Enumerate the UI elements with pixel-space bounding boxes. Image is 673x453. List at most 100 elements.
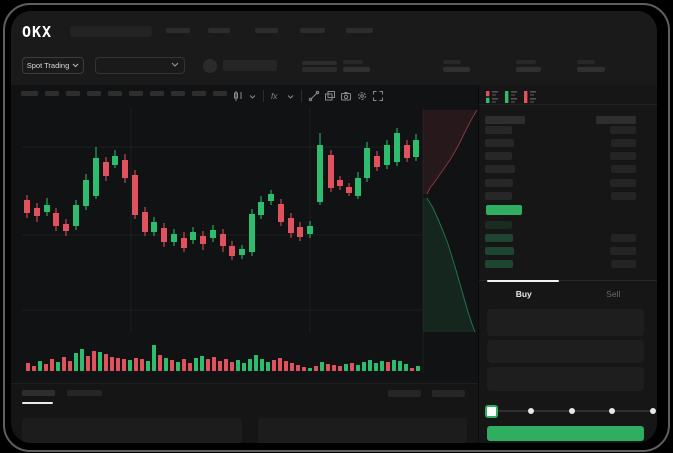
ask-amount-placeholder — [611, 192, 636, 200]
slider-dot[interactable] — [609, 408, 615, 414]
tab-sell[interactable]: Sell — [606, 288, 621, 299]
camera-icon[interactable] — [340, 90, 352, 102]
chevron-down-icon — [72, 63, 79, 68]
ask-amount-placeholder — [611, 165, 636, 173]
ask-amount-placeholder — [610, 179, 636, 187]
nav-item-placeholder[interactable] — [300, 28, 325, 33]
trendline-icon[interactable] — [308, 90, 320, 102]
chart-tool-icons: fx — [232, 88, 384, 104]
order-book-panel: Buy Sell — [478, 85, 657, 443]
ask-row[interactable] — [479, 139, 657, 147]
interval-button[interactable] — [171, 91, 185, 96]
ask-amount-placeholder — [610, 152, 636, 160]
bid-row[interactable] — [479, 260, 657, 268]
ask-price-placeholder — [485, 165, 515, 173]
ask-amount-placeholder — [611, 139, 636, 147]
main-nav — [166, 28, 373, 34]
order-input-placeholder[interactable] — [487, 309, 644, 336]
order-input-placeholder[interactable] — [487, 367, 644, 391]
amount-slider[interactable] — [479, 400, 657, 422]
slider-dot[interactable] — [569, 408, 575, 414]
interval-button[interactable] — [45, 91, 59, 96]
chevron-down-icon[interactable] — [248, 92, 257, 101]
ask-price-placeholder — [485, 126, 512, 134]
market-type-label: Spot Trading — [26, 61, 70, 70]
ask-row[interactable] — [479, 165, 657, 173]
interval-button[interactable] — [150, 91, 164, 96]
nav-item-placeholder[interactable] — [166, 28, 190, 33]
interval-button[interactable] — [129, 91, 143, 96]
interval-button[interactable] — [213, 91, 227, 96]
ask-row[interactable] — [479, 126, 657, 134]
stat-label-placeholder — [443, 60, 461, 64]
ask-price-placeholder — [485, 152, 512, 160]
market-type-dropdown[interactable]: Spot Trading — [22, 57, 84, 74]
order-book-all-view-icon[interactable] — [485, 89, 499, 110]
ask-row[interactable] — [479, 179, 657, 187]
nav-item-placeholder[interactable] — [208, 28, 230, 33]
chevron-down-icon[interactable] — [286, 92, 295, 101]
bid-row[interactable] — [479, 247, 657, 255]
orders-action-placeholder[interactable] — [432, 390, 465, 397]
bid-row[interactable] — [479, 234, 657, 242]
price-header-placeholder — [485, 116, 525, 124]
bid-row[interactable] — [479, 221, 657, 229]
nav-item-placeholder[interactable] — [346, 28, 373, 33]
ask-price-placeholder — [485, 192, 512, 200]
orders-tab-placeholder[interactable] — [22, 390, 55, 396]
svg-text:fx: fx — [271, 92, 278, 101]
orders-list-placeholder — [258, 418, 467, 443]
order-input-placeholder[interactable] — [487, 340, 644, 363]
slider-handle[interactable] — [484, 405, 498, 418]
interval-button[interactable] — [192, 91, 206, 96]
interval-button[interactable] — [108, 91, 122, 96]
order-book-header — [479, 116, 657, 124]
slider-dot[interactable] — [528, 408, 534, 414]
ask-price-placeholder — [485, 179, 513, 187]
candle-type-icon[interactable] — [232, 90, 244, 102]
last-price-bar[interactable] — [486, 205, 522, 215]
slider-dot[interactable] — [650, 408, 656, 414]
order-book-sell-view-icon[interactable] — [523, 89, 537, 110]
stat-value-placeholder — [516, 67, 541, 72]
stat-label-placeholder — [516, 60, 536, 64]
pair-search-placeholder[interactable] — [70, 26, 152, 37]
interval-button[interactable] — [21, 91, 38, 96]
nav-item-placeholder[interactable] — [255, 28, 278, 33]
orders-list-placeholder — [22, 418, 242, 443]
buy-submit-button[interactable] — [487, 426, 644, 441]
settings-icon[interactable] — [356, 90, 368, 102]
chart-area-background — [11, 85, 478, 383]
active-tab-indicator — [487, 280, 559, 282]
change-placeholder-bottom — [302, 67, 337, 72]
divider — [301, 90, 302, 102]
stat-label-placeholder — [343, 60, 363, 64]
compare-icon[interactable] — [324, 90, 336, 102]
bid-amount-placeholder — [610, 247, 636, 255]
candlestick-chart-canvas[interactable] — [22, 108, 478, 372]
app-window: OKX Spot Trading fx Buy — [11, 11, 657, 443]
bid-price-placeholder — [485, 221, 512, 229]
chart-toolbar: fx — [11, 86, 478, 106]
interval-button[interactable] — [66, 91, 80, 96]
bid-amount-placeholder — [611, 260, 636, 268]
change-placeholder-top — [302, 61, 337, 65]
chevron-down-icon — [171, 62, 179, 67]
interval-button[interactable] — [87, 91, 101, 96]
fx-indicator-icon[interactable]: fx — [270, 90, 282, 102]
order-book-buy-view-icon[interactable] — [504, 89, 518, 110]
stat-value-placeholder — [443, 67, 470, 72]
ask-row[interactable] — [479, 192, 657, 200]
orders-action-placeholder[interactable] — [388, 390, 421, 397]
orders-tab-placeholder[interactable] — [67, 390, 102, 396]
tab-buy[interactable]: Buy — [515, 288, 532, 299]
amount-header-placeholder — [596, 116, 636, 124]
bid-amount-placeholder — [611, 234, 636, 242]
fullscreen-icon[interactable] — [372, 90, 384, 102]
coin-icon — [203, 59, 217, 73]
ask-row[interactable] — [479, 152, 657, 160]
trade-tabs: Buy Sell — [479, 280, 657, 306]
active-tab-underline — [22, 402, 53, 404]
pair-selector-dropdown[interactable] — [95, 57, 185, 74]
